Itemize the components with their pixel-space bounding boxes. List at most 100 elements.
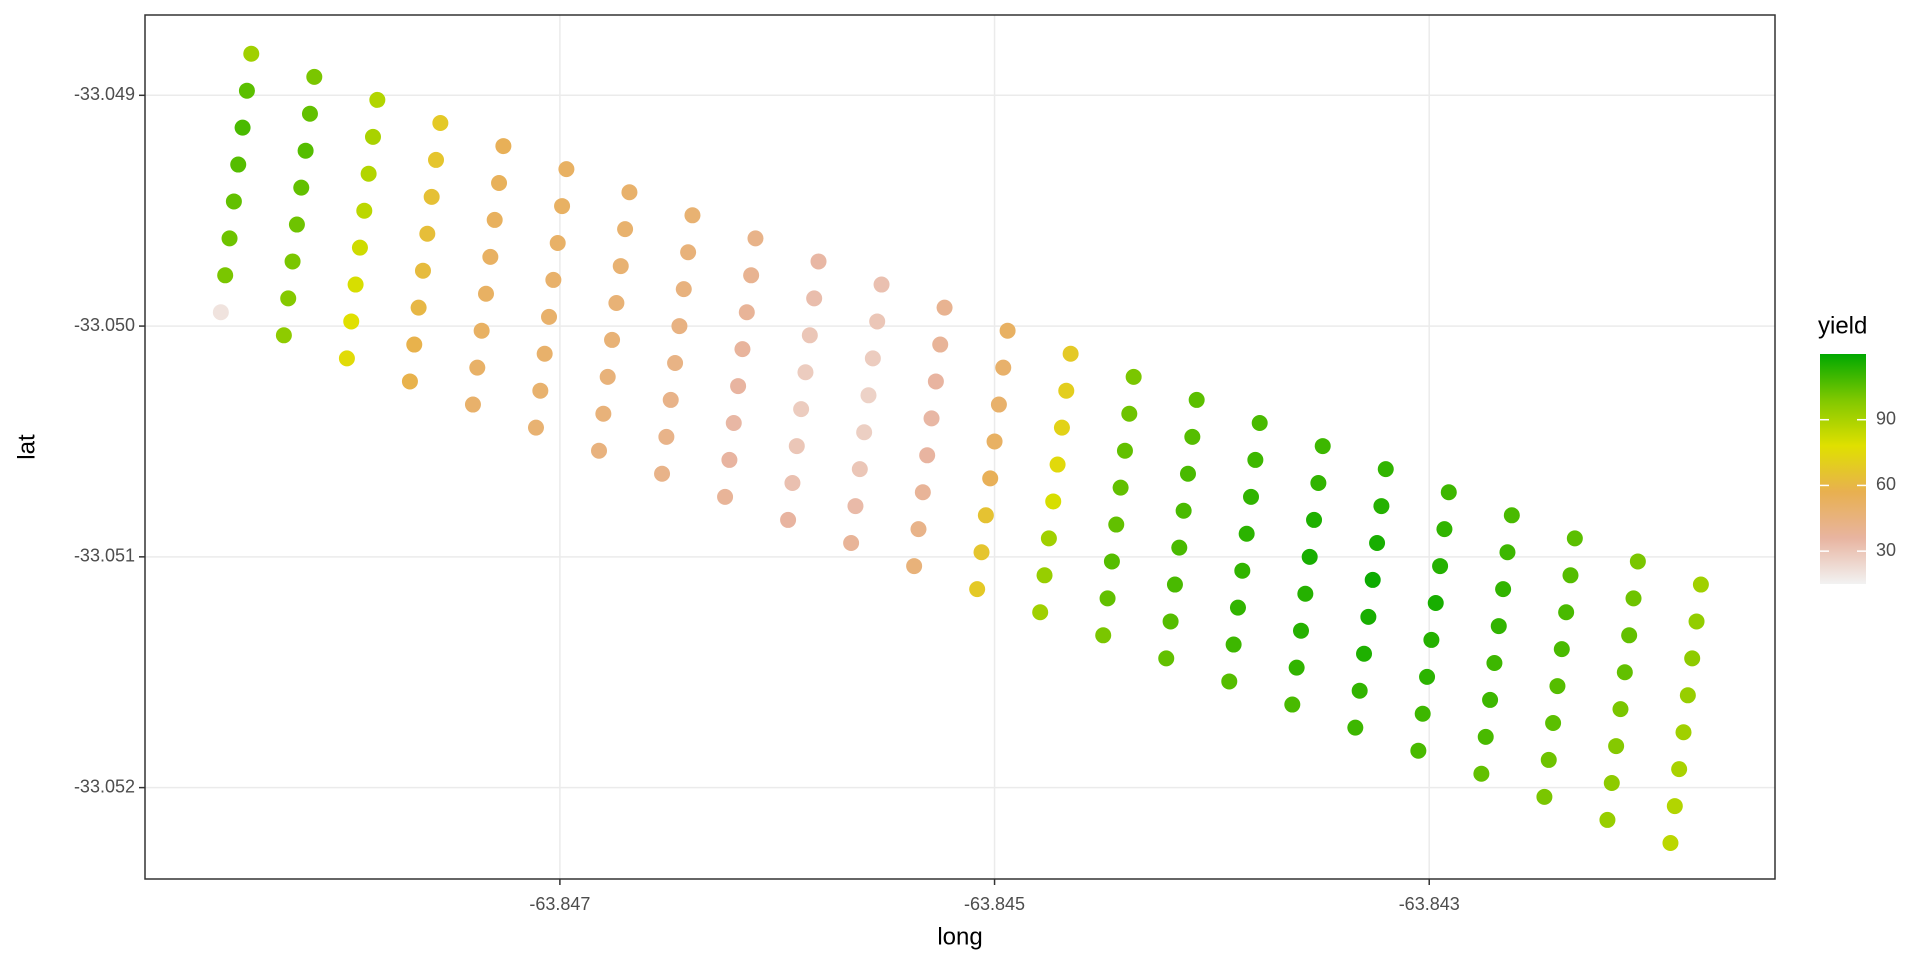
point — [717, 488, 734, 505]
y-axis-title: lat — [13, 434, 40, 460]
point — [654, 465, 671, 482]
point — [1562, 567, 1579, 584]
point — [491, 175, 508, 191]
point — [486, 211, 503, 228]
point — [1292, 622, 1309, 639]
point — [662, 391, 679, 408]
axes: -63.847 -63.845 -63.843 -33.049 -33.050 -33.0… — [74, 84, 1460, 914]
point — [860, 387, 877, 404]
point — [932, 336, 949, 353]
colorbar-label: 90 — [1876, 408, 1896, 428]
point — [1175, 502, 1192, 519]
point — [1247, 451, 1264, 468]
point — [1184, 428, 1201, 445]
point — [743, 267, 760, 284]
point — [1364, 571, 1381, 588]
point — [1351, 682, 1368, 699]
point — [217, 267, 234, 284]
point — [1490, 618, 1507, 635]
point — [843, 535, 860, 551]
point — [469, 359, 486, 376]
point — [1125, 368, 1142, 385]
grid — [145, 15, 1775, 879]
point — [810, 253, 827, 270]
point — [1486, 655, 1503, 671]
point — [1238, 525, 1255, 542]
point — [1419, 668, 1436, 685]
point — [1440, 484, 1457, 501]
y-tick-label: -33.052 — [74, 776, 135, 796]
point — [1566, 530, 1583, 547]
point — [973, 544, 990, 561]
point — [1053, 419, 1070, 436]
point — [612, 258, 629, 275]
colorbar-label: 30 — [1876, 540, 1896, 560]
point — [419, 225, 436, 242]
point — [527, 419, 544, 436]
point — [230, 156, 247, 173]
point — [225, 193, 242, 210]
point — [788, 438, 805, 455]
point — [1301, 548, 1318, 565]
panel-border — [144, 14, 1776, 880]
point — [1410, 742, 1427, 759]
point — [1369, 535, 1386, 551]
point — [532, 382, 549, 399]
point — [558, 161, 575, 178]
point — [1373, 498, 1390, 515]
point — [1549, 678, 1566, 695]
point — [747, 230, 764, 247]
point — [1688, 613, 1705, 630]
point — [675, 281, 692, 298]
point — [851, 461, 868, 478]
point — [1608, 738, 1625, 755]
point — [1103, 553, 1120, 570]
point — [1473, 765, 1490, 782]
point — [360, 165, 377, 182]
point — [725, 415, 742, 431]
point — [780, 511, 797, 528]
point — [1671, 761, 1688, 778]
point — [1188, 391, 1205, 408]
point — [338, 350, 355, 367]
point — [1036, 567, 1053, 584]
point — [1477, 728, 1494, 745]
point — [410, 299, 427, 316]
point — [801, 327, 818, 344]
point — [982, 470, 999, 487]
point — [212, 304, 229, 321]
point — [482, 248, 499, 265]
point — [1684, 650, 1701, 667]
point — [936, 299, 953, 316]
point — [1612, 701, 1629, 718]
point — [221, 230, 238, 247]
colorbar-label: 60 — [1876, 474, 1896, 494]
point — [1108, 516, 1125, 533]
x-tick-label: -63.847 — [529, 894, 590, 914]
point — [243, 45, 260, 62]
point — [473, 322, 490, 339]
point — [301, 105, 318, 122]
point — [1121, 405, 1138, 422]
point — [1347, 719, 1364, 736]
x-tick-label: -63.843 — [1399, 894, 1460, 914]
point — [730, 378, 747, 395]
point — [1679, 687, 1696, 704]
point — [1095, 627, 1112, 644]
y-tick-label: -33.049 — [74, 84, 135, 104]
point — [667, 355, 684, 371]
point — [847, 498, 864, 515]
point — [1625, 590, 1642, 607]
point — [591, 442, 608, 459]
point — [347, 276, 364, 293]
point — [734, 341, 751, 358]
y-tick-label: -33.050 — [74, 315, 135, 335]
point — [1427, 595, 1444, 611]
point — [873, 276, 890, 293]
point — [910, 521, 927, 538]
point — [1171, 539, 1188, 556]
point — [1062, 345, 1079, 362]
point — [999, 322, 1016, 339]
point — [684, 207, 701, 224]
